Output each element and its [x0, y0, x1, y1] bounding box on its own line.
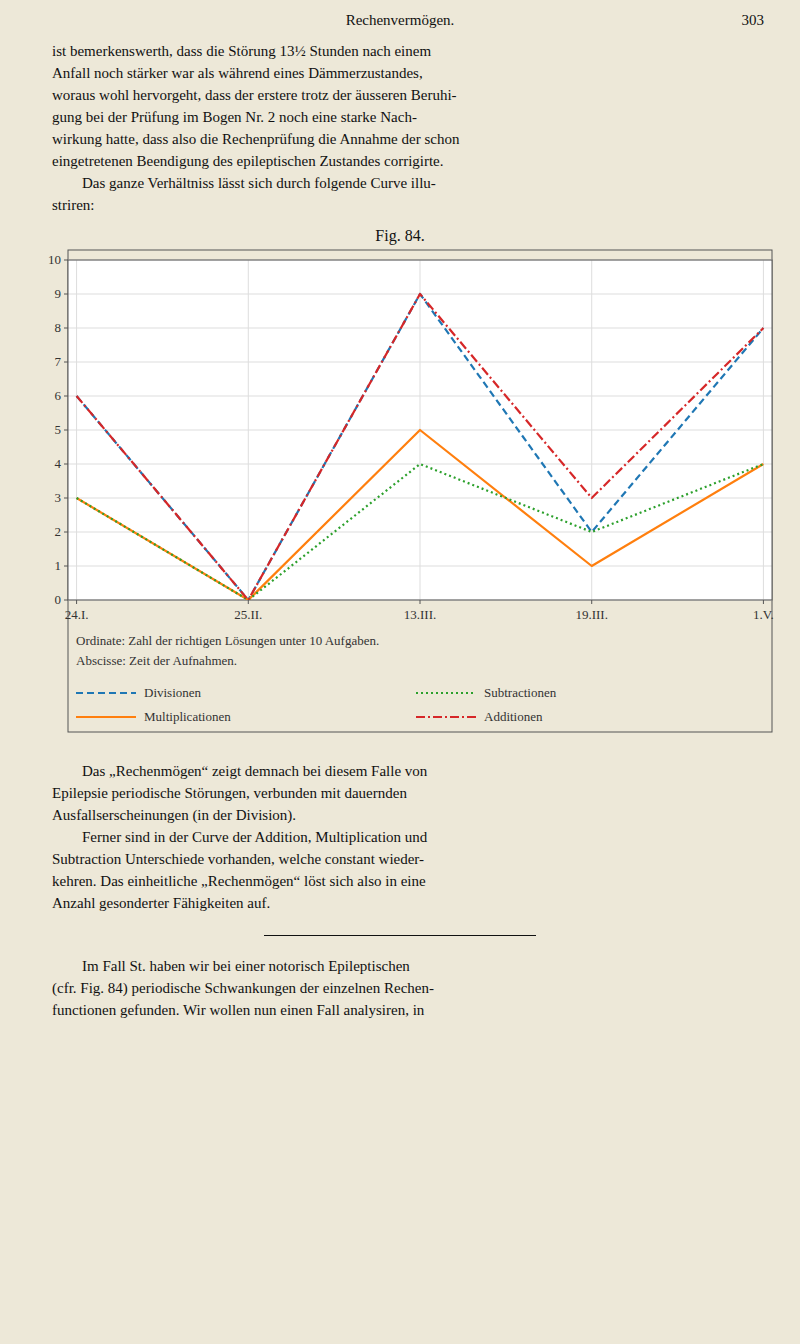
page-header: Rechenvermögen. [0, 12, 800, 29]
y-axis-label: Ordinate: Zahl der richtigen Lösungen un… [76, 633, 379, 648]
y-tick-label: 10 [48, 252, 61, 267]
text-before: ist bemerkenswerth, dass die Störung 13½… [52, 40, 459, 216]
text-line: woraus wohl hervorgeht, dass der erstere… [52, 84, 459, 106]
separator [264, 935, 536, 936]
text-line: gung bei der Prüfung im Bogen Nr. 2 noch… [52, 106, 459, 128]
x-axis-label: Abscisse: Zeit der Aufnahmen. [76, 653, 237, 668]
x-tick [763, 600, 764, 604]
y-tick [64, 600, 68, 601]
plot-frame [68, 260, 772, 600]
y-tick [64, 260, 68, 261]
series-line [77, 464, 764, 600]
x-tick-label: 1.V. [753, 607, 774, 622]
y-tick-label: 8 [55, 320, 62, 335]
y-tick-label: 1 [55, 558, 62, 573]
text-line: striren: [52, 194, 459, 216]
text-line: functionen gefunden. Wir wollen nun eine… [52, 999, 434, 1021]
legend-swatch [416, 716, 476, 718]
y-tick [64, 498, 68, 499]
x-tick-label: 13.III. [404, 607, 437, 622]
y-tick-label: 7 [55, 354, 62, 369]
y-tick [64, 566, 68, 567]
text-line: Epilepsie periodische Störungen, verbund… [52, 782, 427, 804]
y-tick-label: 9 [55, 286, 62, 301]
series-group [77, 294, 764, 600]
y-tick-label: 4 [55, 456, 62, 471]
x-tick [420, 600, 421, 604]
grid-line [248, 260, 249, 600]
text-line: kehren. Das einheitliche „Rechenmögen“ l… [52, 870, 427, 892]
series-line [77, 294, 764, 600]
text-line: Das ganze Verhältniss lässt sich durch f… [52, 172, 459, 194]
y-tick [64, 464, 68, 465]
text-line: Im Fall St. haben wir bei einer notorisc… [52, 955, 434, 977]
y-tick-label: 2 [55, 524, 62, 539]
plot-area [68, 260, 772, 600]
y-tick [64, 362, 68, 363]
series-line [77, 430, 764, 600]
text-line: Ferner sind in der Curve der Addition, M… [52, 826, 427, 848]
page-number: 303 [742, 12, 765, 29]
text-line: Das „Rechenmögen“ zeigt demnach bei dies… [52, 760, 427, 782]
legend-label: Additionen [484, 709, 543, 724]
text-line: Anzahl gesonderter Fähigkeiten auf. [52, 892, 427, 914]
y-tick [64, 294, 68, 295]
legend: Divisionen Multiplicationen Subtractionen A… [76, 685, 557, 724]
grid-line [591, 260, 592, 600]
text-line: eingetretenen Beendigung des epileptisch… [52, 150, 459, 172]
text-after: Das „Rechenmögen“ zeigt demnach bei dies… [52, 760, 427, 914]
text-line: (cfr. Fig. 84) periodische Schwankungen … [52, 977, 434, 999]
text-line: Subtraction Unterschiede vorhanden, welc… [52, 848, 427, 870]
y-tick-label: 3 [55, 490, 62, 505]
legend-swatch [76, 692, 136, 694]
x-tick-label: 25.II. [234, 607, 262, 622]
chart: Fig. 84. 0 1 2 3 4 5 6 7 8 9 10 24.I. 25.II. 13.III. 19… [0, 225, 800, 737]
series-line [77, 294, 764, 600]
x-tick [76, 600, 77, 604]
legend-swatch [416, 692, 476, 694]
text-line: wirkung hatte, dass also die Rechenprüfu… [52, 128, 459, 150]
grid-line [763, 260, 764, 600]
text-line: ist bemerkenswerth, dass die Störung 13½… [52, 40, 459, 62]
footer-text: Im Fall St. haben wir bei einer notorisc… [52, 955, 434, 1021]
text-line: Ausfallserscheinungen (in der Division). [52, 804, 427, 826]
x-tick [248, 600, 249, 604]
x-tick [591, 600, 592, 604]
legend-label: Divisionen [144, 685, 202, 700]
y-tick [64, 328, 68, 329]
chart-box [68, 250, 772, 732]
y-tick [64, 532, 68, 533]
y-tick-label: 0 [55, 592, 62, 607]
x-tick-label: 24.I. [65, 607, 89, 622]
chart-title: Fig. 84. [375, 227, 424, 245]
grid-line [76, 260, 77, 600]
text-line: Anfall noch stärker war als während eine… [52, 62, 459, 84]
legend-swatch [76, 716, 136, 718]
y-tick [64, 396, 68, 397]
legend-label: Multiplicationen [144, 709, 231, 724]
y-tick-label: 5 [55, 422, 62, 437]
y-tick [64, 430, 68, 431]
legend-label: Subtractionen [484, 685, 557, 700]
x-tick-label: 19.III. [575, 607, 608, 622]
y-tick-label: 6 [55, 388, 62, 403]
